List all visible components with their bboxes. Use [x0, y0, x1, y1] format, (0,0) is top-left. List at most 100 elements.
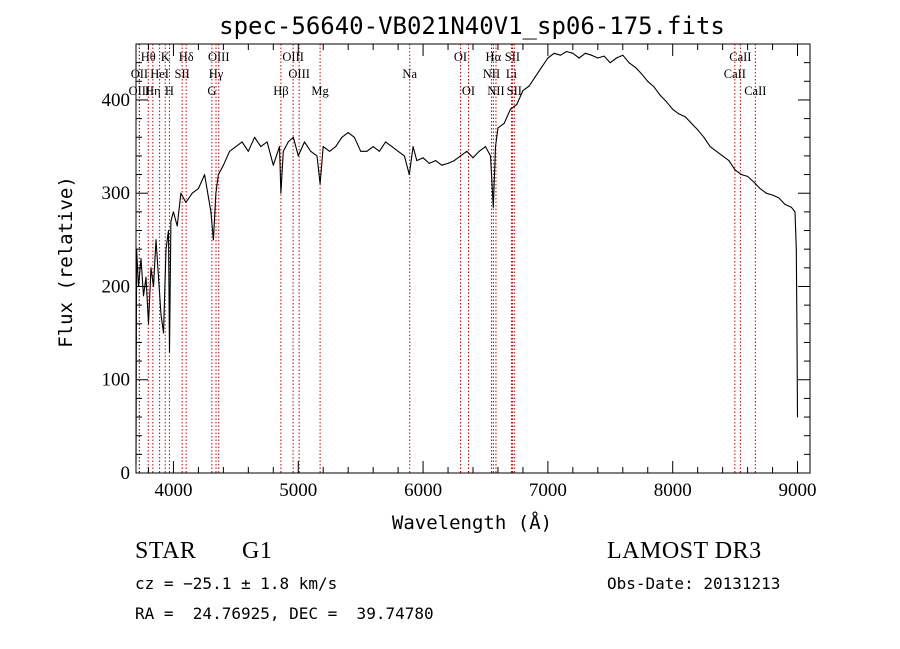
spectrum-point [279, 146, 280, 148]
emission-line-label: OII [131, 67, 148, 81]
emission-line-label: OIII [288, 67, 310, 81]
emission-line-markers [138, 44, 756, 473]
spectrum-point [584, 52, 586, 54]
spectrum-point [503, 122, 505, 124]
spectrum-point [784, 203, 786, 205]
spectrum-point [282, 150, 284, 152]
emission-line-label: Hδ [179, 50, 194, 64]
spectrum-point [266, 141, 268, 143]
emission-line-label: G [207, 84, 216, 98]
spectrum-point [180, 192, 182, 194]
object-subclass: G1 [242, 538, 273, 564]
x-axis: 4000 5000 6000 7000 8000 9000 [147, 44, 817, 501]
emission-line-label: Hη [145, 84, 161, 98]
spectrum-point [485, 146, 486, 148]
emission-line-label: Hγ [209, 67, 224, 81]
spectrum-point [572, 52, 574, 54]
spectrum-point [690, 122, 692, 124]
spectrum-point [316, 155, 318, 157]
spectrum-point [241, 141, 243, 143]
obs-date-text: Obs-Date: 20131213 [607, 574, 781, 593]
emission-line-label: OI [454, 50, 467, 64]
x-tick-label: 9000 [779, 480, 817, 501]
spectrum-point [319, 183, 321, 185]
spectrum-point [341, 136, 343, 138]
spectrum-point [229, 150, 231, 152]
spectrum-point [435, 160, 437, 162]
emission-line-label: Hθ [141, 50, 156, 64]
spectrum-point [728, 160, 730, 162]
x-axis-label: Wavelength (Å) [392, 511, 552, 534]
spectrum-point [591, 54, 593, 56]
spectrum-point [447, 162, 449, 164]
spectrum-point [347, 132, 349, 134]
spectrum-point [353, 136, 355, 138]
spectrum-point [722, 155, 724, 157]
spectrum-point [260, 146, 262, 148]
spectrum-point [163, 332, 164, 334]
spectrum-point [168, 230, 169, 231]
spectrum-point [597, 57, 599, 59]
spectrum-point [460, 155, 461, 157]
spectrum-point [254, 136, 256, 138]
spectrum-point [603, 55, 605, 57]
spectrum-point [759, 188, 761, 190]
y-tick-label: 0 [121, 463, 131, 484]
spectrum-point [616, 57, 617, 59]
spectrum-point [322, 146, 324, 148]
y-axis: 0 100 200 300 400 [102, 62, 810, 484]
spectrum-point [165, 248, 167, 250]
x-tick-label: 6000 [404, 480, 442, 501]
spectrum-point [478, 150, 480, 152]
spectrum-point [169, 351, 170, 353]
spectrum-point [304, 141, 305, 143]
spectrum-point [150, 267, 152, 269]
spectrum-point [534, 76, 536, 78]
chart-title: spec-56640-VB021N40V1_sp06-175.fits [219, 12, 725, 40]
y-tick-label: 400 [102, 90, 131, 111]
spectrum-point [509, 108, 511, 110]
spectrum-point [172, 211, 174, 213]
spectrum-point [297, 155, 299, 157]
spectrum-point [622, 54, 624, 56]
spectrum-point [441, 164, 443, 166]
emission-line-label: OIII [282, 50, 304, 64]
redshift-text: cz = −25.1 ± 1.8 km/s [135, 574, 338, 593]
spectrum-point [528, 85, 530, 87]
spectrum-point [709, 146, 711, 148]
survey-name: LAMOST DR3 [607, 538, 762, 564]
spectrum-point [734, 169, 736, 171]
x-tick-label: 4000 [154, 480, 192, 501]
emission-line-label: Mg [311, 84, 329, 98]
emission-line-label: CaII [729, 50, 751, 64]
spectrum-point [210, 211, 212, 213]
emission-line-label: HeI [150, 67, 169, 81]
emission-line-label: OIII [208, 50, 230, 64]
spectrum-point [197, 188, 199, 190]
spectrum-point [490, 155, 491, 157]
emission-line-label: OI [462, 84, 475, 98]
spectrum-point [335, 146, 337, 148]
spectrum-point [153, 286, 154, 287]
spectrum-point [641, 73, 642, 75]
x-tick-label: 8000 [654, 480, 692, 501]
y-tick-label: 300 [102, 183, 131, 204]
spectrum-point [715, 150, 717, 152]
spectrum-point [366, 150, 368, 152]
spectrum-point [148, 323, 149, 325]
spectrum-point [412, 146, 414, 148]
spectrum-line [135, 50, 799, 464]
series-group [135, 50, 799, 465]
emission-line-label: Na [402, 67, 417, 81]
spectrum-point [155, 239, 157, 241]
spectrum-point [215, 192, 217, 194]
y-tick-label: 100 [102, 370, 131, 391]
spectrum-point [578, 57, 580, 59]
spectrum-point [372, 146, 374, 148]
spectrum-point [453, 160, 455, 162]
spectrum-point [684, 116, 686, 118]
spectrum-point [397, 150, 399, 152]
emission-line-label: Li [506, 67, 518, 81]
